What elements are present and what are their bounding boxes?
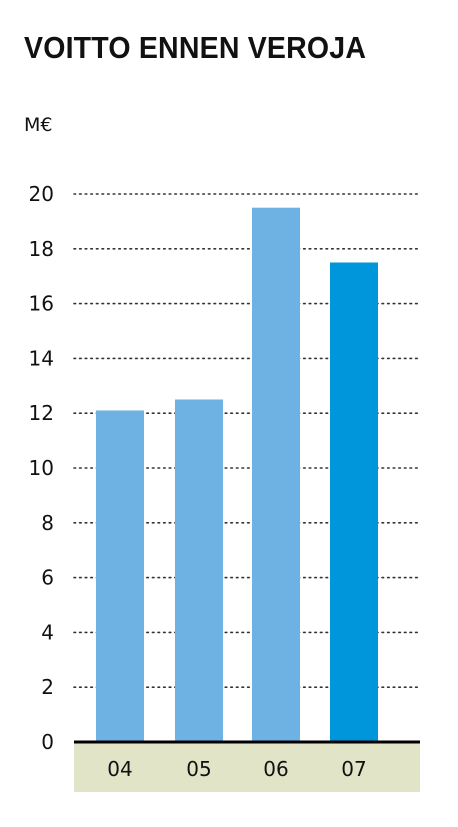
y-axis-tick-labels: 0 2 4 6 8 10 12 14 16 18 20	[29, 182, 54, 754]
bar-06	[252, 207, 300, 742]
y-tick-label: 8	[41, 511, 54, 535]
y-tick-label: 4	[41, 620, 54, 644]
bars	[96, 207, 378, 742]
y-tick-label: 20	[29, 182, 54, 206]
x-tick-label: 04	[107, 757, 132, 781]
y-tick-label: 2	[41, 675, 54, 699]
chart-title: VOITTO ENNEN VEROJA	[24, 30, 367, 65]
bar-04	[96, 410, 144, 742]
x-tick-label: 06	[263, 757, 288, 781]
y-unit-label: M€	[24, 114, 53, 136]
y-tick-label: 6	[41, 566, 54, 590]
x-tick-label: 05	[186, 757, 211, 781]
y-tick-label: 12	[29, 401, 54, 425]
bar-07	[330, 262, 378, 742]
y-tick-label: 18	[29, 237, 54, 261]
y-tick-label: 0	[41, 730, 54, 754]
y-tick-label: 16	[29, 292, 54, 316]
y-tick-label: 10	[29, 456, 54, 480]
bar-05	[175, 399, 223, 742]
x-axis-tick-labels: 04 05 06 07	[107, 757, 366, 781]
y-tick-label: 14	[29, 346, 54, 370]
x-axis-band	[74, 742, 420, 792]
x-tick-label: 07	[341, 757, 366, 781]
